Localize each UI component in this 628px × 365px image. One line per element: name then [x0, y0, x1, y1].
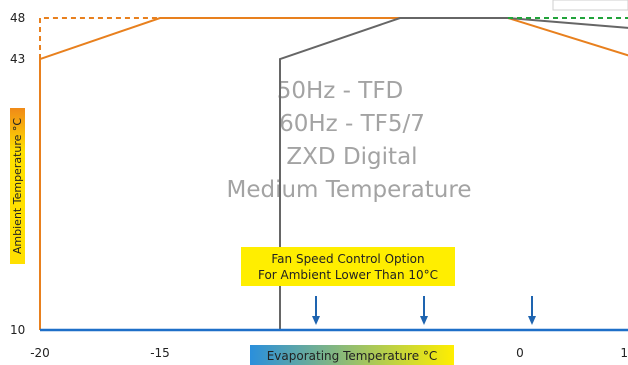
watermark-line-4: Medium Temperature: [227, 177, 472, 203]
down-arrow-icon: [528, 296, 536, 325]
fan-speed-note-line-1: Fan Speed Control Option: [271, 252, 424, 266]
y-tick-label: 10: [10, 323, 25, 337]
legend-frame-fragment: [552, 0, 628, 11]
y-axis-label-box: [10, 108, 25, 264]
y-tick-labels: 10 43 48: [10, 11, 25, 337]
y-axis-label: Ambient Temperature °C: [10, 108, 25, 264]
x-tick-label: -20: [30, 346, 50, 360]
series-line-3: [279, 17, 628, 330]
watermark-line-2: 60Hz - TF5/7: [279, 111, 425, 137]
y-tick-label: 48: [10, 11, 25, 25]
down-arrow-icon: [312, 296, 320, 325]
fan-speed-note-line-2: For Ambient Lower Than 10°C: [258, 268, 438, 282]
x-tick-label: 0: [516, 346, 524, 360]
y-axis-label-text: Ambient Temperature °C: [11, 118, 24, 255]
series-line-1: [39, 17, 628, 330]
fan-speed-note: Fan Speed Control Option For Ambient Low…: [241, 247, 455, 286]
x-axis-label: Evaporating Temperature °C: [250, 345, 454, 365]
model-watermark: 50Hz - TFD 60Hz - TF5/7 ZXD Digital Medi…: [227, 78, 472, 203]
watermark-line-1: 50Hz - TFD: [277, 78, 404, 104]
x-axis-label-box: [250, 345, 454, 365]
series-line-2: [39, 17, 160, 60]
series-layer: [39, 17, 628, 330]
fan-speed-arrows: [312, 296, 536, 325]
x-tick-label: -15: [150, 346, 170, 360]
watermark-line-3: ZXD Digital: [286, 144, 417, 170]
fan-speed-note-box: [241, 247, 455, 286]
x-tick-label: 12: [620, 346, 628, 360]
y-tick-label: 43: [10, 52, 25, 66]
down-arrow-icon: [420, 296, 428, 325]
x-axis-label-text: Evaporating Temperature °C: [267, 349, 438, 363]
